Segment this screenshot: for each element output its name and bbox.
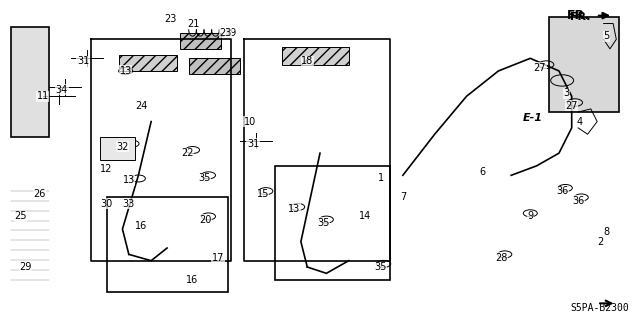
- Text: 12: 12: [100, 164, 113, 174]
- Text: 15: 15: [257, 189, 269, 199]
- Polygon shape: [549, 17, 620, 112]
- Text: 5: 5: [604, 31, 610, 41]
- Text: 6: 6: [479, 167, 486, 177]
- Text: S5PA-B2300: S5PA-B2300: [570, 303, 629, 313]
- Text: 34: 34: [56, 85, 68, 95]
- Text: 35: 35: [198, 174, 210, 183]
- Text: 26: 26: [33, 189, 46, 199]
- Polygon shape: [180, 33, 221, 49]
- Text: 4: 4: [577, 116, 583, 127]
- Text: 13: 13: [123, 175, 135, 185]
- Text: 8: 8: [604, 227, 610, 237]
- Text: 17: 17: [212, 253, 224, 263]
- Text: 27: 27: [566, 101, 578, 111]
- Text: 16: 16: [186, 275, 198, 285]
- Text: FR.: FR.: [566, 9, 589, 22]
- Text: 2: 2: [597, 237, 604, 247]
- Text: 36: 36: [572, 196, 584, 206]
- Text: 35: 35: [374, 262, 387, 272]
- Text: 3: 3: [564, 88, 570, 98]
- Polygon shape: [100, 137, 135, 160]
- Text: 31: 31: [247, 139, 259, 149]
- Text: 24: 24: [136, 101, 148, 111]
- Polygon shape: [11, 27, 49, 137]
- Text: 9: 9: [527, 211, 533, 221]
- Polygon shape: [282, 47, 349, 65]
- Polygon shape: [189, 58, 241, 74]
- Text: 10: 10: [244, 116, 256, 127]
- Text: 20: 20: [199, 215, 211, 225]
- Text: 35: 35: [317, 218, 330, 228]
- Text: 1: 1: [378, 174, 383, 183]
- Text: 29: 29: [19, 262, 32, 272]
- Text: 13: 13: [120, 66, 132, 76]
- Text: 32: 32: [116, 142, 129, 152]
- Text: 28: 28: [495, 253, 508, 263]
- Text: 13: 13: [289, 204, 301, 213]
- Text: 25: 25: [14, 211, 27, 221]
- Text: 22: 22: [181, 148, 194, 158]
- Text: 36: 36: [556, 186, 568, 196]
- Text: 7: 7: [400, 192, 406, 203]
- Text: 31: 31: [77, 56, 89, 66]
- Text: 23: 23: [220, 28, 232, 38]
- Text: 19: 19: [225, 28, 237, 38]
- Text: 33: 33: [123, 199, 135, 209]
- Text: 21: 21: [188, 19, 200, 28]
- Text: 27: 27: [534, 63, 546, 73]
- Text: 11: 11: [36, 91, 49, 101]
- Text: 14: 14: [358, 211, 371, 221]
- Text: 16: 16: [136, 221, 148, 231]
- Text: 18: 18: [301, 56, 314, 66]
- Polygon shape: [119, 55, 177, 71]
- Text: 23: 23: [164, 14, 177, 24]
- Text: FR.: FR.: [570, 12, 591, 22]
- Text: E-1: E-1: [523, 113, 543, 123]
- Text: 30: 30: [100, 199, 113, 209]
